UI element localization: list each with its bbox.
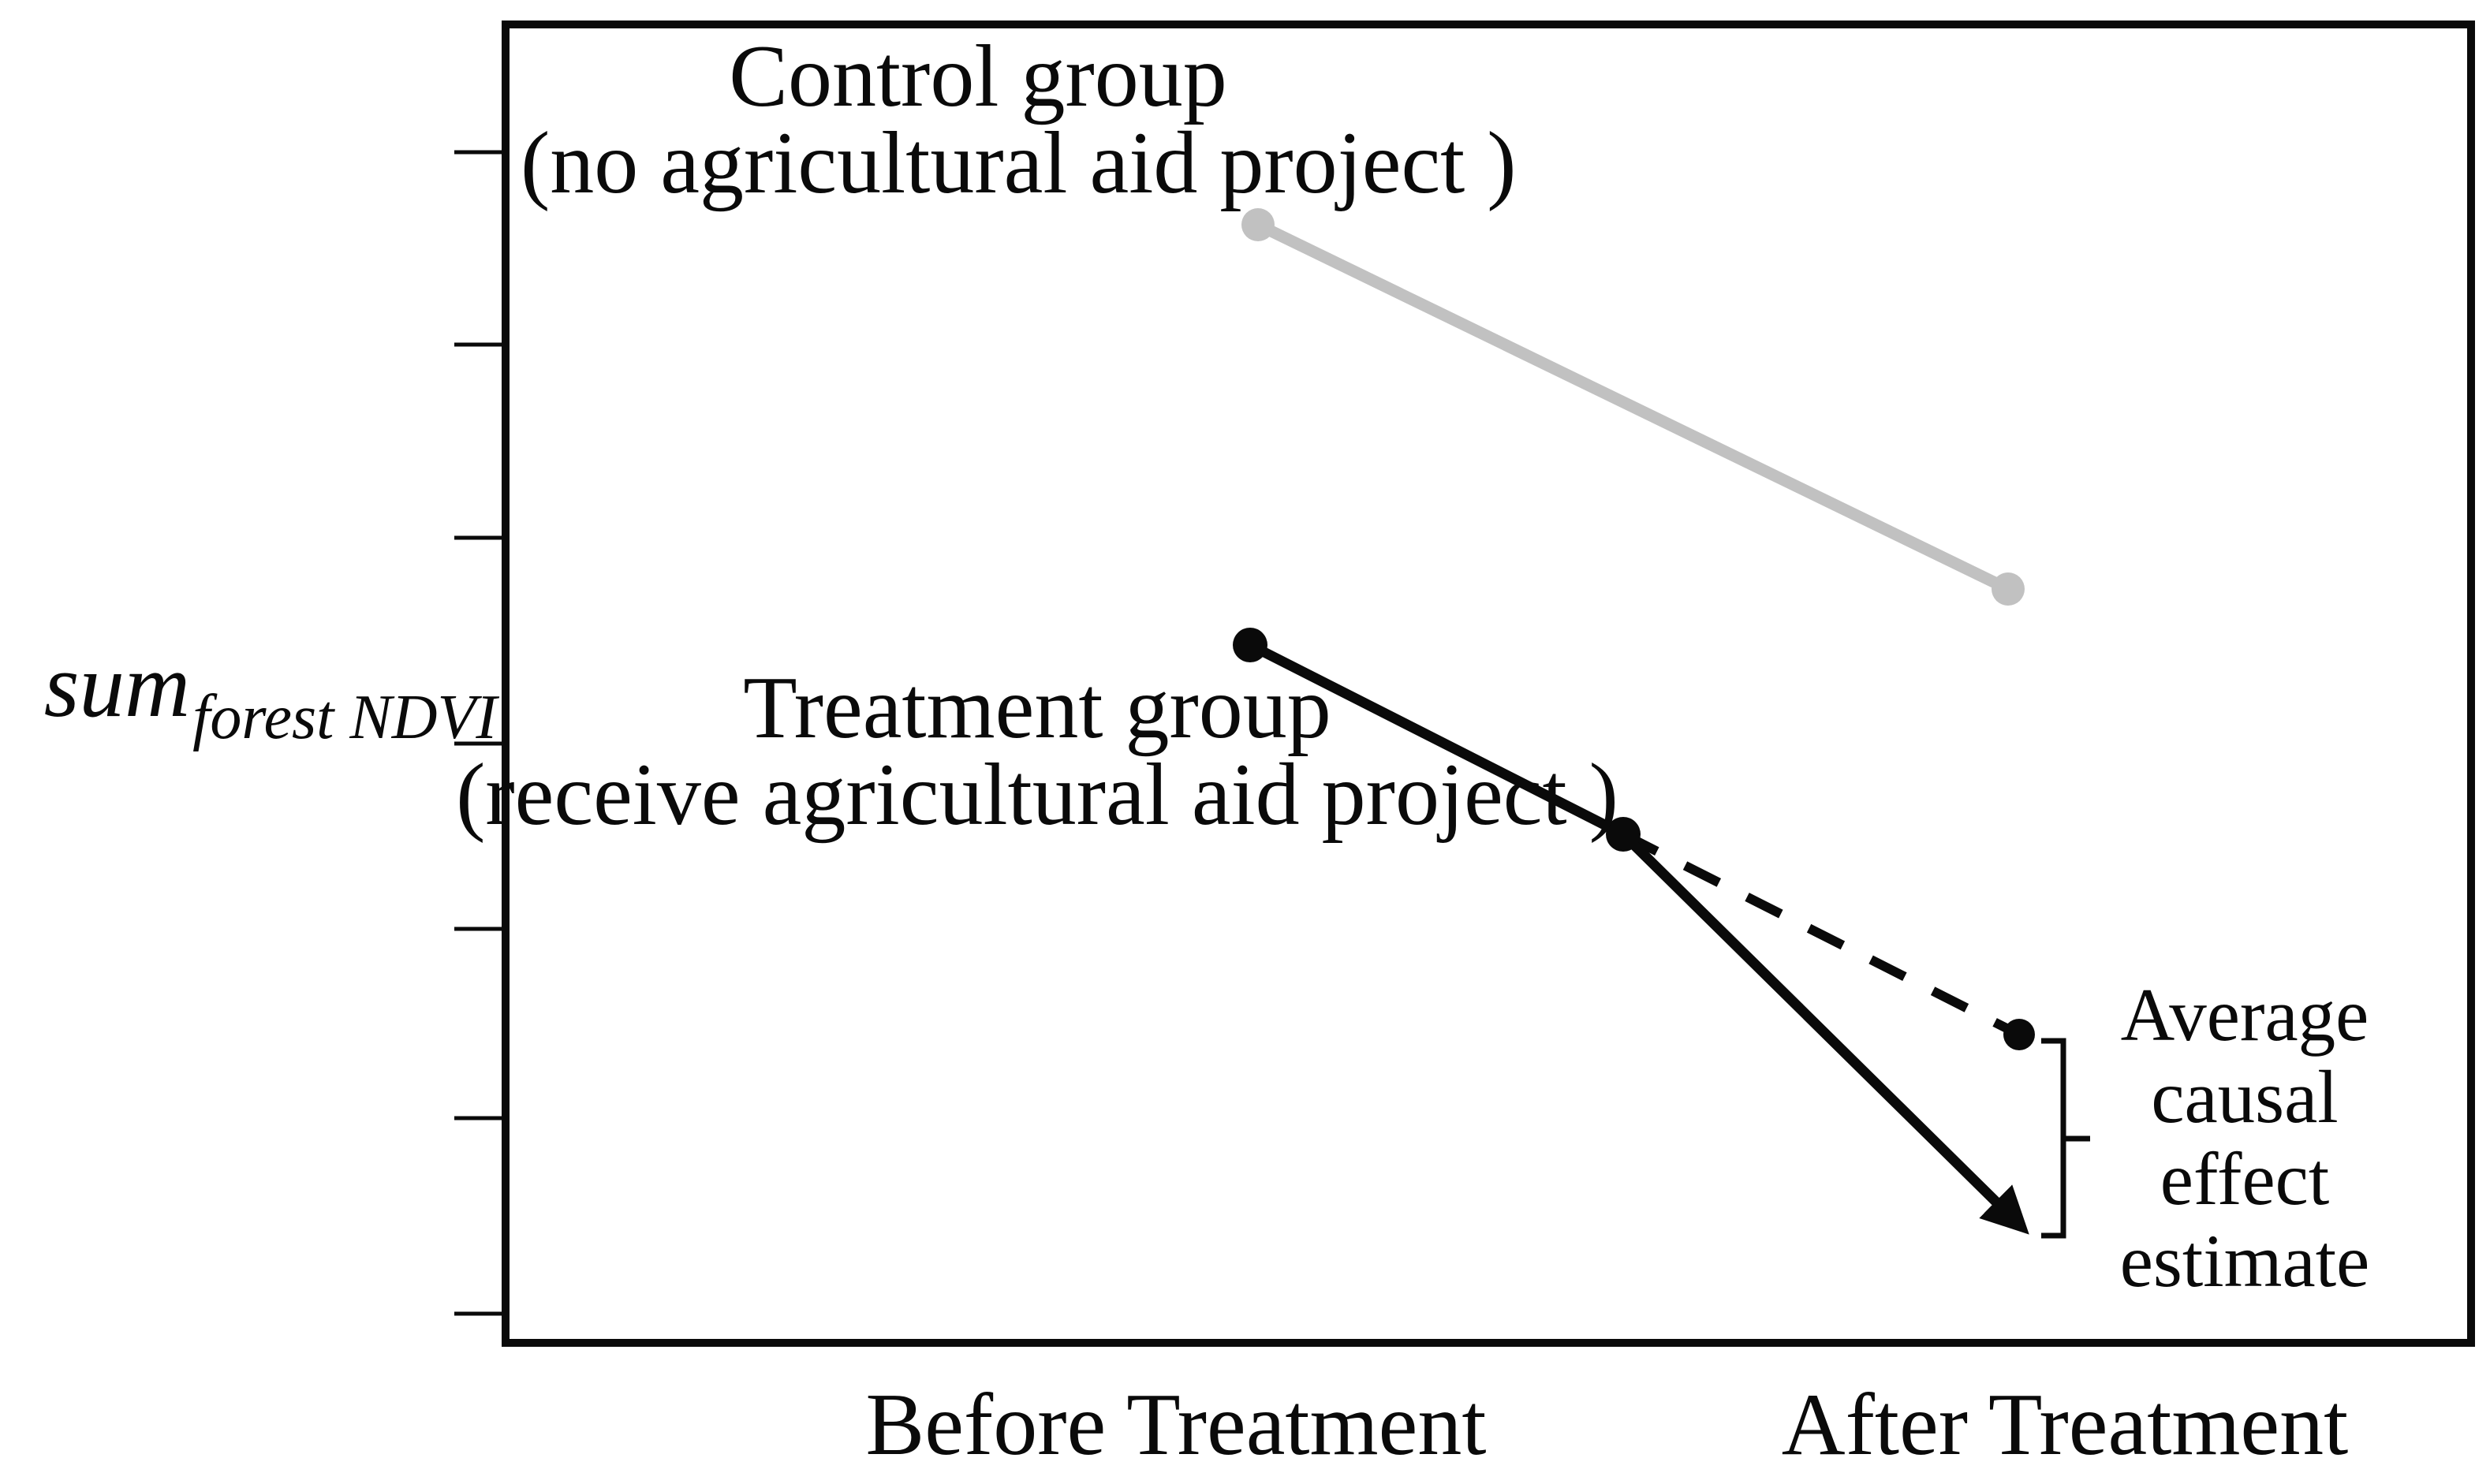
treatment-group-label-line2: (receive agricultural aid project ) — [456, 746, 1618, 844]
treatment-point-mid — [1606, 817, 1641, 852]
effect-label-line1: Average — [2120, 973, 2369, 1057]
treatment-arrow-line — [1619, 830, 2029, 1235]
effect-label-line2: causal — [2151, 1055, 2339, 1139]
counterfactual-dashed-line — [1621, 830, 2012, 1035]
counterfactual-point — [2003, 1019, 2035, 1050]
x-tick-label-after-treatment: After Treatment — [1781, 1376, 2349, 1474]
effect-label-line3: effect — [2160, 1137, 2330, 1221]
treatment-line — [1248, 640, 1626, 839]
treatment-group-label-line1: Treatment group — [743, 659, 1331, 757]
y-axis-label: sumforest NDVI — [0, 635, 497, 764]
control-line — [1255, 219, 2011, 595]
control-group-label: Control group (no agricultural aid proje… — [521, 28, 1517, 212]
control-group-label-line2: (no agricultural aid project ) — [521, 114, 1517, 212]
control-group-label-line1: Control group — [729, 28, 1227, 125]
treatment-point-before — [1233, 628, 1267, 662]
plot-frame — [502, 21, 2475, 1347]
effect-brace — [2041, 1038, 2090, 1239]
effect-label-line4: estimate — [2119, 1219, 2370, 1303]
treatment-group-label: Treatment group (receive agricultural ai… — [327, 659, 1747, 844]
control-point-after — [1992, 572, 2025, 606]
average-causal-effect-label: Average causal effect estimate — [2083, 974, 2406, 1302]
x-tick-label-before-treatment: Before Treatment — [865, 1376, 1487, 1474]
y-axis-label-subscript: forest NDVI — [192, 683, 497, 752]
control-point-before — [1241, 208, 1275, 241]
y-axis-label-base: sum — [43, 636, 191, 736]
